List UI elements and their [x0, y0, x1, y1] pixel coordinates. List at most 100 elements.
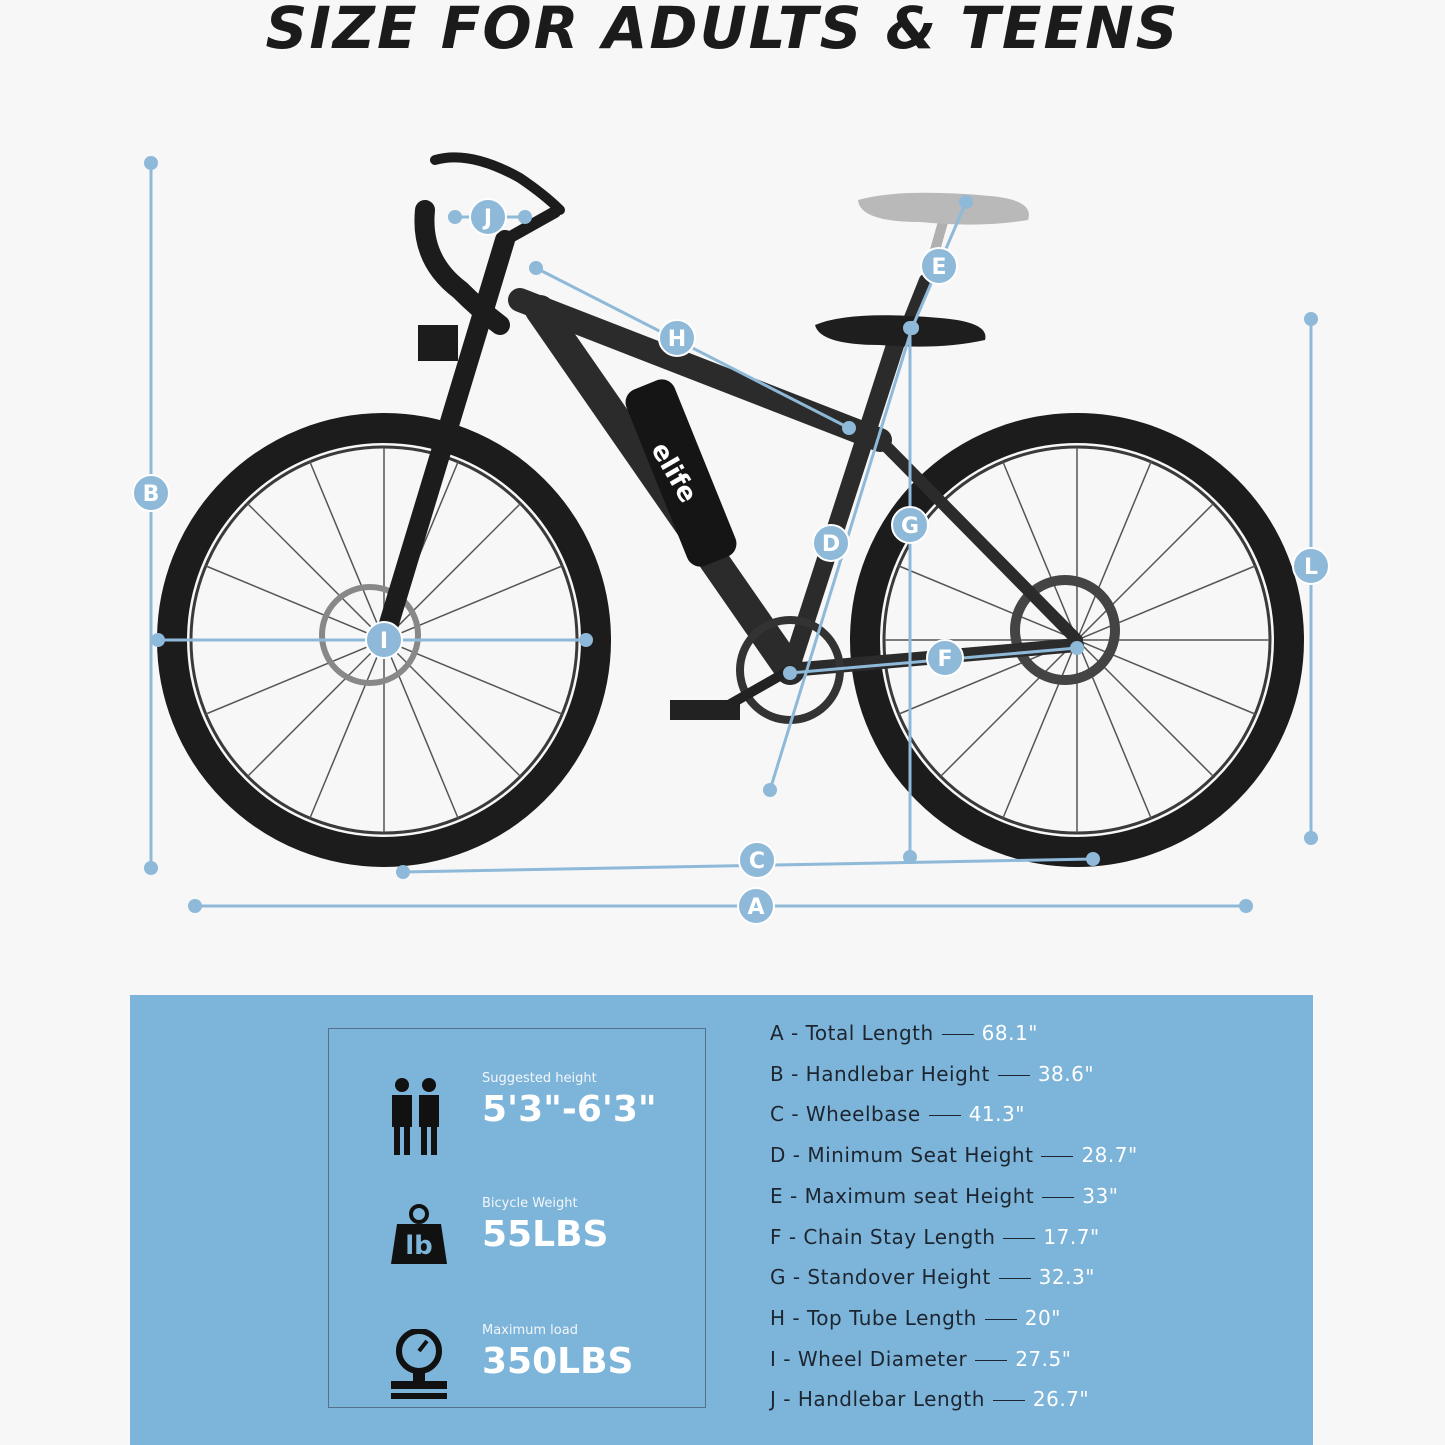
- bike: elife: [157, 152, 1304, 867]
- spec-label: J - Handlebar Length: [770, 1387, 985, 1412]
- marker-label: L: [1304, 555, 1318, 580]
- marker-badge: [891, 506, 929, 544]
- people-icon: [392, 1078, 439, 1155]
- spec-label: B - Handlebar Height: [770, 1061, 990, 1086]
- marker-label: B: [143, 482, 160, 507]
- marker-badge: [1292, 547, 1330, 585]
- spec-row: J - Handlebar Length 26.7": [770, 1387, 1089, 1411]
- scale-icon: [391, 1329, 447, 1399]
- spec-row: I - Wheel Diameter 27.5": [770, 1347, 1071, 1371]
- stat-label: Suggested height: [482, 1071, 597, 1086]
- dimension-end: [448, 210, 462, 224]
- stat-weight: lb Bicycle Weight 55LBS: [329, 1184, 705, 1294]
- spec-label: I - Wheel Diameter: [770, 1346, 968, 1371]
- stat-label: Maximum load: [482, 1323, 578, 1338]
- marker-label: E: [931, 255, 946, 280]
- marker-badge: [469, 198, 507, 236]
- stat-value: 5'3"-6'3": [482, 1089, 657, 1130]
- stat-label: Bicycle Weight: [482, 1196, 578, 1211]
- marker-label: I: [380, 629, 388, 654]
- dimension-end: [529, 261, 543, 275]
- spec-value: 27.5": [1015, 1346, 1072, 1371]
- marker-label: D: [822, 532, 840, 557]
- spec-value: 17.7": [1043, 1224, 1100, 1249]
- spec-value: 68.1": [981, 1021, 1038, 1045]
- marker-badge: [365, 621, 403, 659]
- spec-label: G - Standover Height: [770, 1265, 991, 1290]
- spec-label: D - Minimum Seat Height: [770, 1143, 1034, 1168]
- dimension-end: [959, 195, 973, 209]
- spec-value: 32.3": [1038, 1265, 1095, 1290]
- page-title: SIZE FOR ADULTS & TEENS: [265, 0, 1180, 62]
- spec-row: A - Total Length 68.1": [770, 1021, 1038, 1045]
- spec-dash: [928, 1115, 961, 1117]
- spec-row: G - Standover Height 32.3": [770, 1265, 1095, 1289]
- marker-label: C: [749, 849, 765, 874]
- marker-badge: [737, 887, 775, 925]
- spec-value: 20": [1024, 1305, 1061, 1330]
- dimension-end: [151, 633, 165, 647]
- marker-badge: [658, 319, 696, 357]
- dimension-end: [396, 865, 410, 879]
- spec-dash: [997, 1074, 1030, 1076]
- dimension-end: [1239, 899, 1253, 913]
- stat-load: Maximum load 350LBS: [329, 1311, 705, 1421]
- spec-label: E - Maximum seat Height: [770, 1183, 1035, 1208]
- spec-value: 28.7": [1081, 1143, 1138, 1168]
- spec-row: D - Minimum Seat Height 28.7": [770, 1143, 1138, 1167]
- dimension-end: [1086, 852, 1100, 866]
- spec-row: B - Handlebar Height 38.6": [770, 1062, 1094, 1086]
- spec-dash: [984, 1318, 1017, 1320]
- spec-row: E - Maximum seat Height 33": [770, 1184, 1118, 1208]
- spec-dash: [1041, 1156, 1074, 1158]
- weight-icon: lb: [391, 1204, 447, 1264]
- dimension-lines: J E H B G D L I F CA: [132, 156, 1330, 925]
- dimension-end: [905, 321, 919, 335]
- marker-badge: [920, 247, 958, 285]
- dimension-end: [1304, 831, 1318, 845]
- stat-box: Suggested height 5'3"-6'3" lb Bicycle We…: [328, 1028, 706, 1408]
- spec-row: C - Wheelbase 41.3": [770, 1102, 1025, 1126]
- spec-dash: [992, 1400, 1025, 1402]
- dimension-end: [783, 666, 797, 680]
- marker-label: J: [482, 206, 492, 231]
- marker-label: F: [937, 647, 952, 672]
- marker-label: G: [901, 514, 919, 539]
- spec-label: F - Chain Stay Length: [770, 1224, 996, 1249]
- dimension-end: [579, 633, 593, 647]
- dimension-end: [144, 156, 158, 170]
- marker-badge: [926, 639, 964, 677]
- stat-value: 55LBS: [482, 1214, 609, 1255]
- spec-row: H - Top Tube Length 20": [770, 1306, 1061, 1330]
- spec-dash: [1042, 1196, 1075, 1198]
- spec-value: 26.7": [1032, 1387, 1090, 1412]
- spec-dash: [998, 1278, 1031, 1280]
- spec-label: A - Total Length: [770, 1021, 934, 1045]
- dimension-end: [1070, 641, 1084, 655]
- spec-panel: Suggested height 5'3"-6'3" lb Bicycle We…: [130, 995, 1313, 1445]
- bike-diagram: elife J E H B G D L I F CA: [132, 152, 1330, 925]
- spec-value: 41.3": [968, 1102, 1025, 1127]
- spec-dash: [1003, 1237, 1036, 1239]
- dimension-end: [144, 861, 158, 875]
- marker-label: H: [668, 327, 686, 352]
- dimension-end: [903, 850, 917, 864]
- spec-label: H - Top Tube Length: [770, 1305, 977, 1330]
- spec-row: F - Chain Stay Length 17.7": [770, 1225, 1100, 1249]
- stat-value: 350LBS: [482, 1341, 634, 1382]
- dimension-end: [188, 899, 202, 913]
- marker-badge: [812, 524, 850, 562]
- dimension-end: [763, 783, 777, 797]
- spec-value: 38.6": [1037, 1061, 1095, 1086]
- dimension-end: [518, 210, 532, 224]
- dimension-end: [842, 421, 856, 435]
- stat-height: Suggested height 5'3"-6'3": [329, 1059, 705, 1169]
- marker-badge: [738, 841, 776, 879]
- dimension-end: [1304, 312, 1318, 326]
- spec-label: C - Wheelbase: [770, 1102, 921, 1127]
- spec-dash: [941, 1034, 974, 1035]
- weight-icon-text: lb: [405, 1231, 433, 1261]
- marker-label: A: [747, 895, 764, 920]
- spec-dash: [975, 1359, 1008, 1361]
